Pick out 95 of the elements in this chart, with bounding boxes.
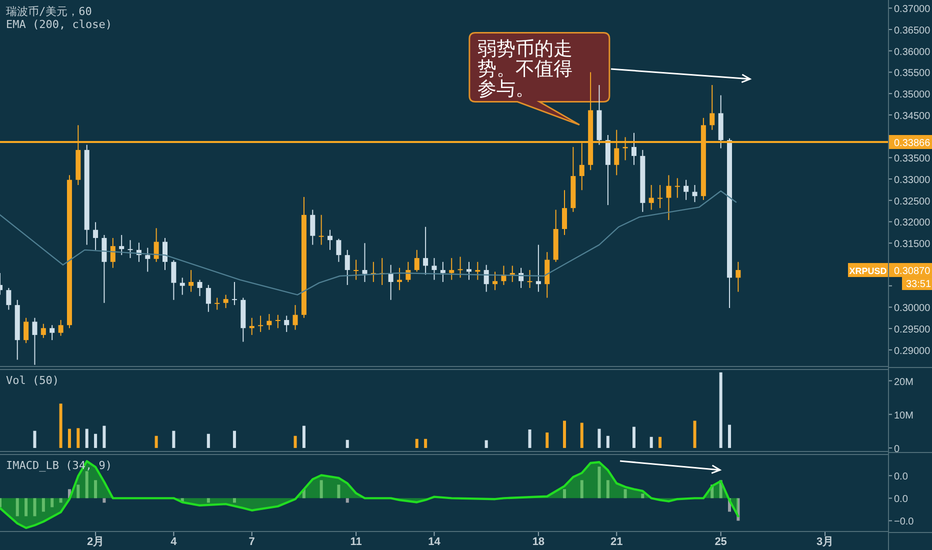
candlestick — [93, 222, 98, 250]
candlestick — [258, 315, 264, 332]
candlestick — [536, 244, 541, 292]
y-tick-label: 0.29000 — [894, 346, 931, 357]
x-tick-label: 21 — [610, 536, 623, 548]
x-tick-label: 7 — [248, 536, 255, 548]
candlestick — [336, 238, 342, 262]
candlestick — [154, 228, 159, 262]
y-tick-label: 0.34500 — [894, 110, 931, 122]
candlestick — [58, 320, 64, 336]
candlestick — [40, 323, 46, 338]
y-tick-label: 0.36000 — [894, 46, 931, 58]
candlestick — [214, 297, 220, 310]
y-tick-label: 0.32000 — [894, 218, 931, 229]
candlestick — [24, 317, 29, 344]
y-tick-label: 0.33500 — [894, 154, 931, 165]
y-tick-label: 0.0 — [894, 472, 908, 483]
annotation: 弱势币的走势。不值得参与。 — [477, 38, 572, 100]
candlestick — [674, 178, 680, 198]
y-tick-label: −0.0 — [894, 516, 914, 528]
text: EMA (200, close) — [6, 18, 112, 31]
candlestick — [423, 226, 428, 276]
candlestick — [197, 279, 202, 297]
candlestick — [648, 184, 654, 210]
x-tick-label: 11 — [350, 536, 362, 548]
x-tick-label: 4 — [170, 536, 178, 548]
x-tick-label: 14 — [428, 536, 442, 548]
candlestick — [32, 317, 38, 366]
candlestick — [710, 84, 715, 130]
ref-line-label: 0.33866 — [894, 138, 931, 150]
candlestick — [284, 315, 290, 332]
y-tick-label: 0.33000 — [894, 175, 931, 186]
candlestick — [310, 209, 316, 246]
candlestick — [249, 317, 254, 336]
y-tick-label: 0.0 — [894, 494, 908, 506]
candlestick — [266, 314, 272, 330]
text: 瑞波币/美元，60 — [6, 5, 92, 18]
candlestick — [466, 261, 472, 280]
candlestick — [631, 132, 636, 166]
y-tick-label: 0.29500 — [894, 324, 931, 336]
text: 0.30870 — [894, 266, 931, 278]
candlestick — [440, 261, 446, 282]
candlestick — [6, 287, 12, 310]
candlestick — [318, 214, 324, 246]
candlestick — [145, 247, 150, 272]
candlestick — [458, 256, 463, 278]
candlestick — [484, 264, 489, 292]
candlestick — [492, 271, 498, 291]
candlestick — [328, 229, 333, 250]
candlestick — [414, 249, 420, 272]
candlestick — [344, 249, 350, 286]
candlestick — [362, 242, 368, 282]
y-tick-label: 0.37000 — [894, 4, 931, 16]
candlestick — [666, 174, 672, 221]
candlestick — [180, 277, 185, 296]
y-tick-label: 0.35000 — [894, 90, 931, 101]
candlestick — [223, 294, 228, 309]
candlestick — [50, 324, 55, 341]
x-tick-label: 18 — [532, 536, 545, 548]
candlestick — [736, 261, 741, 292]
candlestick — [396, 267, 402, 291]
candlestick — [449, 258, 454, 280]
candlestick — [432, 258, 437, 280]
y-tick-label: 0.31500 — [894, 239, 931, 250]
y-tick-label: 0 — [894, 444, 900, 455]
y-tick-label: 0.30000 — [894, 303, 931, 314]
candlestick — [102, 234, 107, 304]
text: Vol (50) — [6, 374, 59, 387]
candlestick — [354, 259, 359, 280]
candlestick — [658, 184, 663, 209]
candlestick — [188, 270, 194, 292]
y-tick-label: 20M — [894, 376, 914, 388]
y-tick-label: 0.35500 — [894, 68, 931, 80]
candlestick — [292, 304, 298, 330]
x-tick-label: 25 — [714, 536, 727, 548]
candlestick — [171, 260, 176, 300]
y-tick-label: 10M — [894, 410, 914, 422]
candlestick — [119, 234, 124, 256]
annotation: XRPUSD — [849, 266, 888, 276]
y-tick-label: 0.36500 — [894, 25, 931, 36]
candlestick — [162, 237, 168, 271]
candlestick — [206, 284, 211, 312]
text: 33:51 — [906, 279, 932, 290]
candlestick — [110, 237, 116, 268]
candlestick — [527, 270, 532, 288]
y-tick-label: 0.32500 — [894, 196, 931, 208]
candlestick — [562, 190, 567, 236]
candlestick — [684, 179, 689, 200]
candlestick — [692, 184, 698, 203]
x-tick-label: 3月 — [816, 536, 834, 548]
callout: 弱势币的走势。不值得参与。 — [468, 32, 610, 126]
candlestick — [275, 314, 280, 329]
x-tick-label: 2月 — [86, 536, 104, 548]
candlestick — [232, 281, 237, 306]
candlestick — [128, 240, 133, 259]
